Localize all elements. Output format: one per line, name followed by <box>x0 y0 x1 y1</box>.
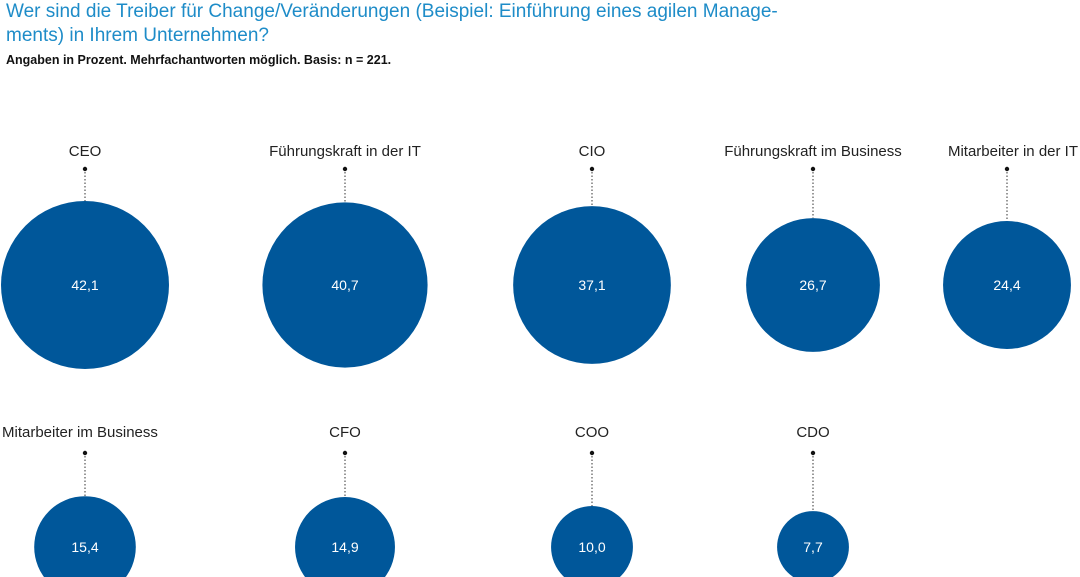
value-label: 24,4 <box>993 277 1020 293</box>
category-label: Führungskraft im Business <box>724 143 902 160</box>
chart-title: Wer sind die Treiber für Change/Veränder… <box>6 0 1066 48</box>
leader-dot <box>342 450 348 456</box>
category-label: CIO <box>579 143 606 160</box>
leader-dot <box>589 450 595 456</box>
bubble <box>777 511 849 577</box>
category-label: Mitarbeiter im Business <box>2 424 158 441</box>
bubble <box>34 496 136 577</box>
chart-title-line-2: ments) in Ihrem Unternehmen? <box>6 25 269 46</box>
leader-dot <box>810 450 816 456</box>
value-label: 26,7 <box>799 277 826 293</box>
leader-dot <box>82 166 88 172</box>
value-label: 10,0 <box>578 539 605 555</box>
category-label: CEO <box>69 143 102 160</box>
leader-dot <box>1004 166 1010 172</box>
value-label: 40,7 <box>331 277 358 293</box>
chart-title-line-1: Wer sind die Treiber für Change/Veränder… <box>6 1 778 22</box>
value-label: 42,1 <box>71 277 98 293</box>
category-label: Mitarbeiter in der IT <box>948 143 1078 160</box>
leader-dot <box>82 450 88 456</box>
leader-dot <box>810 166 816 172</box>
value-label: 14,9 <box>331 539 358 555</box>
bubble <box>943 221 1071 349</box>
category-label: Führungskraft in der IT <box>269 143 421 160</box>
category-label: COO <box>575 424 609 441</box>
bubble <box>1 201 169 369</box>
leader-dot <box>589 166 595 172</box>
bubble <box>295 497 395 577</box>
value-label: 7,7 <box>803 539 823 555</box>
category-label: CFO <box>329 424 361 441</box>
bubble <box>262 202 428 368</box>
bubble <box>746 218 880 352</box>
value-label: 15,4 <box>71 539 98 555</box>
category-label: CDO <box>796 424 829 441</box>
value-label: 37,1 <box>578 277 605 293</box>
bubble <box>513 206 671 364</box>
bubble <box>551 506 633 577</box>
chart-subtitle: Angaben in Prozent. Mehrfachantworten mö… <box>6 53 392 67</box>
leader-dot <box>342 166 348 172</box>
